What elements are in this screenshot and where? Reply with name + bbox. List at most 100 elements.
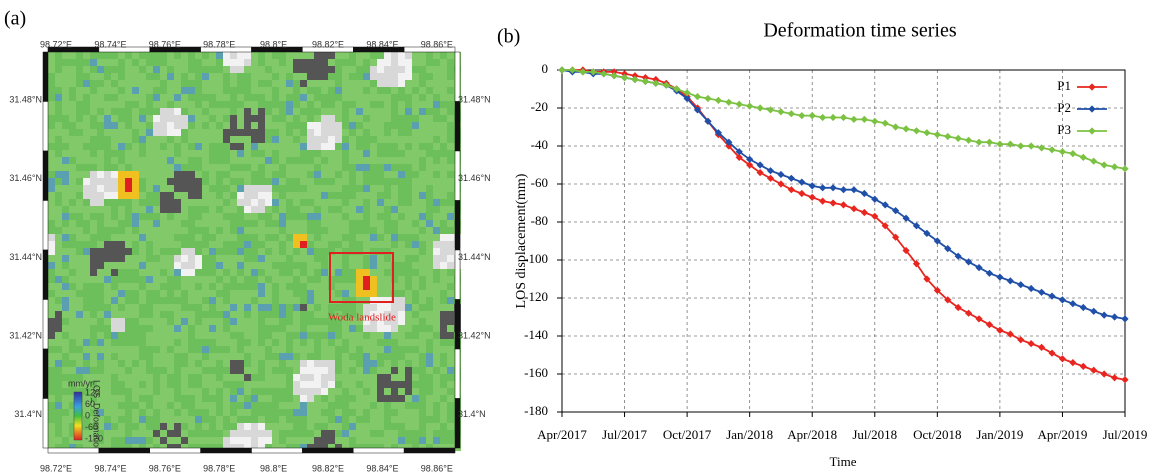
map-cell — [48, 276, 55, 283]
map-cell — [97, 339, 104, 346]
map-cell — [405, 185, 412, 192]
map-cell — [104, 87, 111, 94]
map-cell — [370, 346, 377, 353]
map-cell — [97, 213, 104, 220]
map-cell — [55, 199, 62, 206]
map-cell — [111, 234, 118, 241]
map-cell — [76, 325, 83, 332]
map-cell — [426, 255, 433, 262]
map-cell — [153, 430, 160, 437]
map-cell — [167, 262, 174, 269]
map-cell — [356, 388, 363, 395]
map-cell — [202, 283, 209, 290]
map-cell — [377, 276, 384, 283]
map-cell — [293, 381, 300, 388]
map-cell — [230, 122, 237, 129]
map-cell — [363, 52, 370, 59]
map-cell — [55, 122, 62, 129]
map-cell — [293, 332, 300, 339]
map-cell — [272, 423, 279, 430]
map-cell — [139, 108, 146, 115]
map-cell — [272, 164, 279, 171]
map-cell — [398, 297, 405, 304]
map-cell — [356, 94, 363, 101]
map-cell — [286, 234, 293, 241]
map-cell — [419, 59, 426, 66]
map-cell — [447, 290, 454, 297]
map-cell — [412, 199, 419, 206]
map-cell — [356, 360, 363, 367]
map-cell — [293, 402, 300, 409]
map-cell — [230, 108, 237, 115]
map-cell — [279, 325, 286, 332]
map-cell — [160, 94, 167, 101]
map-cell — [244, 52, 251, 59]
map-cell — [48, 185, 55, 192]
map-cell — [202, 367, 209, 374]
map-cell — [426, 367, 433, 374]
map-cell — [167, 122, 174, 129]
map-cell — [272, 304, 279, 311]
map-cell — [230, 234, 237, 241]
map-cell — [279, 178, 286, 185]
map-cell — [426, 304, 433, 311]
lat-tick-label: 31.42°N — [458, 330, 491, 340]
map-cell — [62, 185, 69, 192]
map-cell — [216, 290, 223, 297]
map-cell — [230, 150, 237, 157]
map-cell — [391, 59, 398, 66]
map-cell — [251, 185, 258, 192]
map-cell — [412, 395, 419, 402]
map-cell — [321, 290, 328, 297]
map-cell — [244, 416, 251, 423]
map-cell — [279, 346, 286, 353]
map-cell — [412, 423, 419, 430]
map-cell — [230, 66, 237, 73]
map-cell — [398, 80, 405, 87]
map-cell — [265, 262, 272, 269]
map-cell — [356, 276, 363, 283]
map-cell — [279, 430, 286, 437]
map-cell — [118, 101, 125, 108]
map-cell — [132, 346, 139, 353]
map-cell — [111, 87, 118, 94]
map-cell — [258, 269, 265, 276]
map-cell — [307, 255, 314, 262]
map-cell — [265, 192, 272, 199]
map-cell — [405, 129, 412, 136]
map-cell — [419, 192, 426, 199]
map-cell — [433, 66, 440, 73]
map-cell — [181, 87, 188, 94]
map-cell — [195, 213, 202, 220]
map-cell — [314, 402, 321, 409]
map-cell — [342, 206, 349, 213]
map-cell — [307, 101, 314, 108]
map-cell — [433, 80, 440, 87]
map-cell — [279, 241, 286, 248]
map-cell — [300, 297, 307, 304]
map-cell — [195, 416, 202, 423]
map-cell — [104, 360, 111, 367]
map-cell — [146, 73, 153, 80]
map-cell — [167, 52, 174, 59]
map-cell — [293, 227, 300, 234]
map-cell — [342, 423, 349, 430]
map-cell — [321, 213, 328, 220]
map-cell — [111, 430, 118, 437]
map-cell — [146, 374, 153, 381]
map-cell — [216, 255, 223, 262]
map-cell — [377, 234, 384, 241]
map-cell — [48, 115, 55, 122]
map-cell — [258, 332, 265, 339]
map-cell — [209, 59, 216, 66]
map-cell — [188, 276, 195, 283]
map-frame — [48, 448, 99, 453]
map-cell — [216, 150, 223, 157]
map-cell — [279, 339, 286, 346]
map-cell — [216, 395, 223, 402]
map-cell — [216, 402, 223, 409]
map-cell — [384, 150, 391, 157]
map-cell — [181, 185, 188, 192]
map-cell — [48, 164, 55, 171]
map-cell — [195, 332, 202, 339]
